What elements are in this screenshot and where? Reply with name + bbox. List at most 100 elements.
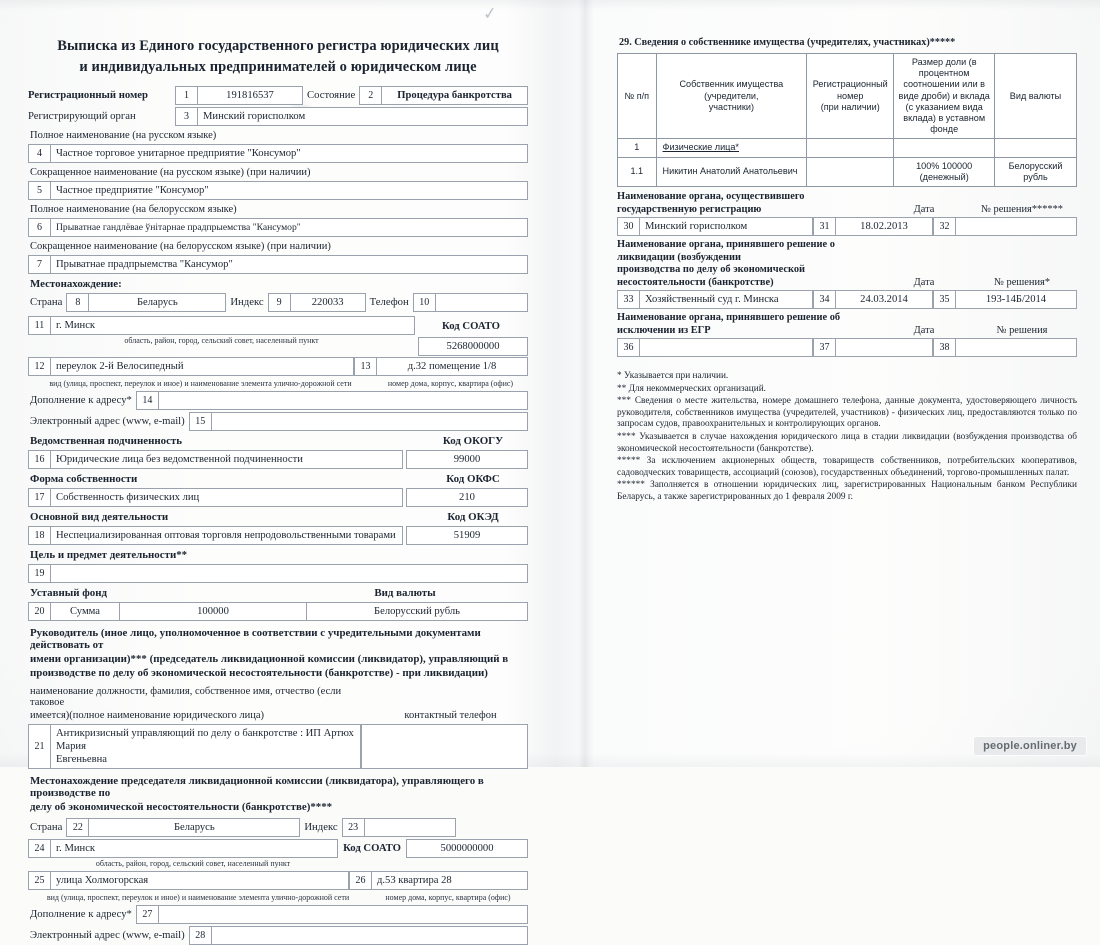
reg-body-label: Регистрирующий орган <box>28 110 136 123</box>
liq-street-value[interactable]: улица Холмогорская <box>51 871 349 891</box>
footnote-6: ****** Заполняется в отношении юридическ… <box>617 480 1077 502</box>
liq-body-value[interactable]: Хозяйственный суд г. Минска <box>640 290 813 310</box>
owners-col-share-line-2: процентном <box>918 68 970 79</box>
head-value-line-1[interactable]: Антикризисный управляющий по делу о банк… <box>56 728 354 753</box>
short-name-by-caption: Сокращенное наименование (на белорусском… <box>30 241 331 253</box>
reg-body-value[interactable]: Минский горисполком <box>640 217 813 237</box>
reg-number-label: Регистрационный номер <box>28 89 148 102</box>
liq-street-captions: вид (улица, проспект, переулок и иное) и… <box>28 892 528 903</box>
activity-row: 18 Неспециализированная оптовая торговля… <box>28 526 528 546</box>
field-number-6: 6 <box>28 218 51 238</box>
liq-house-value[interactable]: д.53 квартира 28 <box>372 871 528 891</box>
liq-addr-extra-value[interactable] <box>158 905 528 925</box>
dept-value[interactable]: Юридические лица без ведомственной подчи… <box>51 450 403 470</box>
full-name-by-value[interactable]: Прыватнае гандлёвае ўнітарнае прадпрыемс… <box>51 218 528 238</box>
reg-body-header-row: Наименование органа, осуществившего госу… <box>617 191 1077 216</box>
owners-col-regnum-line-1: Регистрационный <box>812 79 888 90</box>
short-name-by-value[interactable]: Прыватнае прадпрыемства "Кансумор" <box>51 255 528 275</box>
liq-location-header: Местонахождение председателя ликвидацион… <box>28 774 528 814</box>
owner-row-name: Никитин Анатолий Анатольевич <box>655 156 808 188</box>
email-value[interactable] <box>211 412 528 432</box>
street-value[interactable]: переулок 2-й Велосипедный <box>51 357 354 377</box>
owners-col-share-line-7: фонде <box>930 124 959 135</box>
country-value[interactable]: Беларусь <box>89 293 227 313</box>
short-name-by-row: 7 Прыватнае прадпрыемства "Кансумор" <box>28 255 528 275</box>
liq-country-row: Страна 22 Беларусь Индекс 23 <box>28 818 528 838</box>
head-phone-value[interactable] <box>361 724 528 770</box>
reg-body-decision-value[interactable] <box>956 217 1077 237</box>
full-name-by-caption: Полное наименование (на белорусском язык… <box>30 204 237 216</box>
owners-col-share-line-6: вклада) в уставном <box>903 113 986 124</box>
owners-table: № п/п Собственник имущества (учредители,… <box>617 52 1077 188</box>
field-number-23: 23 <box>341 818 365 838</box>
index-value[interactable]: 220033 <box>290 293 366 313</box>
liq-soato-value[interactable]: 5000000000 <box>406 839 528 859</box>
field-number-31: 31 <box>813 217 836 237</box>
purpose-row: 19 <box>28 564 528 584</box>
liq-settlement-caption: область, район, город, сельский совет, н… <box>95 859 291 869</box>
page-title-line-2: и индивидуальных предпринимателей о юрид… <box>79 59 477 76</box>
owner-row-regnum <box>806 138 895 158</box>
okogu-value[interactable]: 99000 <box>406 450 528 470</box>
phone-value[interactable] <box>435 293 528 313</box>
dept-header: Ведомственная подчиненность <box>30 435 183 448</box>
field-number-24: 24 <box>28 839 51 859</box>
state-value[interactable]: Процедура банкротства <box>382 86 528 106</box>
purpose-value[interactable] <box>51 564 528 584</box>
okjed-value[interactable]: 51909 <box>406 526 528 546</box>
owners-col-share-line-3: соотношении или в <box>903 79 986 90</box>
field-number-27: 27 <box>135 905 159 925</box>
head-value-line-2[interactable]: Евгеньевна <box>56 754 107 766</box>
reg-number-value[interactable]: 191816537 <box>198 86 303 106</box>
table-row[interactable]: 1.1 Никитин Анатолий Анатольевич 100% 10… <box>617 156 1077 188</box>
excl-body-value[interactable] <box>640 338 813 358</box>
excl-body-header: Наименование органа, принявшего решение … <box>617 312 841 336</box>
liq-settlement-value[interactable]: г. Минск <box>51 839 339 859</box>
house-value[interactable]: д.32 помещение 1/8 <box>377 357 528 377</box>
liq-body-decision-value[interactable]: 193-14Б/2014 <box>956 290 1077 310</box>
full-name-ru-value[interactable]: Частное торговое унитарное предприятие "… <box>51 144 528 164</box>
okogu-label: Код ОКОГУ <box>442 435 504 448</box>
dept-header-row: Ведомственная подчиненность Код ОКОГУ <box>28 434 528 448</box>
reg-body-value[interactable]: Минский горисполком <box>198 107 528 127</box>
phone-label: Телефон <box>369 296 409 309</box>
okfs-label: Код ОКФС <box>446 473 500 486</box>
okfs-value[interactable]: 210 <box>406 488 528 508</box>
table-row[interactable]: 1 Физические лица* <box>617 138 1077 158</box>
field-number-10: 10 <box>412 293 436 313</box>
ownership-value[interactable]: Собственность физических лиц <box>51 488 403 508</box>
head-captions-row: наименование должности, фамилия, собстве… <box>28 685 528 722</box>
reg-body-date-value[interactable]: 18.02.2013 <box>836 217 933 237</box>
liq-body-date-value[interactable]: 24.03.2014 <box>836 290 933 310</box>
page-title-line-1: Выписка из Единого государственного реги… <box>57 38 499 54</box>
field-number-13: 13 <box>354 357 377 377</box>
activity-value[interactable]: Неспециализированная оптовая торговля не… <box>51 526 403 546</box>
footnotes: * Указывается при наличии. ** Для некомм… <box>617 371 1077 504</box>
owner-row-share <box>893 138 996 158</box>
state-label: Состояние <box>307 89 356 102</box>
liq-location-line-2: делу об экономической несостоятельности … <box>30 801 333 814</box>
owners-col-regnum-line-3: (при наличии) <box>820 101 880 112</box>
field-number-1: 1 <box>175 86 198 106</box>
owners-col-regnum-line-2: номер <box>837 90 864 101</box>
excl-body-date-value[interactable] <box>836 338 933 358</box>
settlement-value[interactable]: г. Минск <box>51 316 415 336</box>
liq-country-value[interactable]: Беларусь <box>89 818 301 838</box>
capital-value[interactable]: 100000 <box>120 602 307 622</box>
short-name-ru-value[interactable]: Частное предприятие "Консумор" <box>51 181 528 201</box>
liq-email-label: Электронный адрес (www, e-mail) <box>30 929 185 942</box>
owner-row-no: 1.1 <box>617 156 657 188</box>
liq-body-row: 33 Хозяйственный суд г. Минска 34 24.03.… <box>617 290 1077 310</box>
liq-index-value[interactable] <box>364 818 456 838</box>
soato-value[interactable]: 5268000000 <box>418 337 528 357</box>
excl-body-decision-value[interactable] <box>956 338 1077 358</box>
capital-currency-value[interactable]: Белорусский рубль <box>307 602 528 622</box>
field-number-36: 36 <box>617 338 640 358</box>
liq-body-header-row: Наименование органа, принявшего решение … <box>617 239 1077 289</box>
addr-extra-value[interactable] <box>158 391 528 411</box>
reg-body-row: Регистрирующий орган 3 Минский горисполк… <box>28 107 528 127</box>
street-row: 12 переулок 2-й Велосипедный 13 д.32 пом… <box>28 357 528 377</box>
field-number-4: 4 <box>28 144 51 164</box>
soato-label: Код СОАТО <box>442 320 500 333</box>
liq-email-value[interactable] <box>211 926 528 945</box>
